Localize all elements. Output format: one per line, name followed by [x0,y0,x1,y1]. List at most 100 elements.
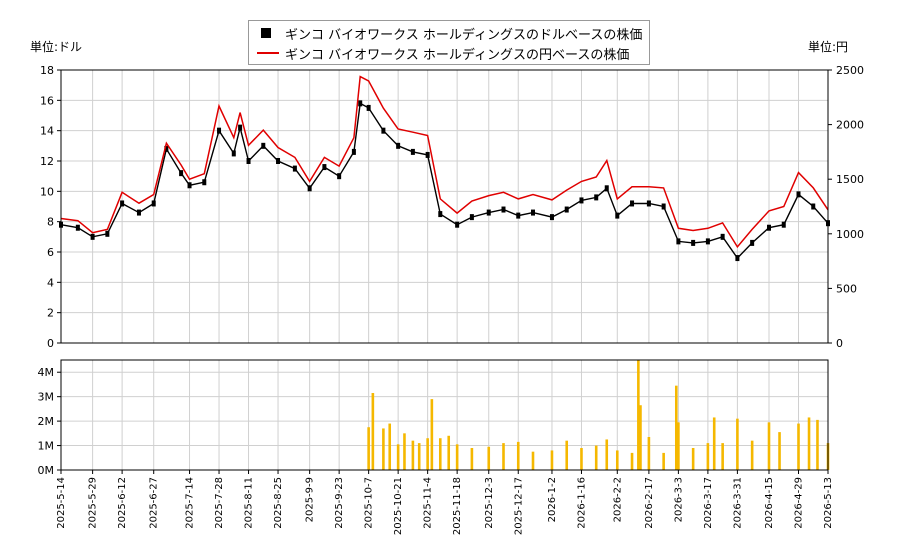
x-tick-label: 2025-5-29 [88,477,99,529]
volume-bar [677,422,680,470]
x-tick-label: 2025-11-18 [452,477,463,535]
x-tick-label: 2026-3-3 [673,477,684,522]
volume-bar [639,405,642,470]
usd-price-point [358,100,363,107]
usd-price-point [811,203,816,210]
usd-price-point [187,182,192,189]
x-tick-label: 2025-12-3 [484,477,495,529]
x-tick-label: 2025-11-4 [423,477,434,529]
usd-price-point [469,214,474,221]
usd-price-point [246,158,251,164]
x-tick-label: 2025-5-14 [56,477,67,529]
left-tick-label: 18 [40,64,54,77]
volume-bar [712,417,716,470]
volume-bar [630,452,634,470]
right-tick-label: 2500 [836,64,864,77]
volume-bar [778,432,781,470]
usd-price-point [438,211,443,218]
usd-price-point [410,148,415,155]
usd-price-point [381,127,386,134]
volume-bar [691,448,695,470]
volume-bar [637,360,640,470]
volume-tick-label: 4M [38,366,55,379]
usd-price-point [720,233,725,240]
usd-price-point [351,148,356,155]
usd-price-point [549,214,554,221]
usd-price-point [90,233,95,240]
usd-price-point [661,203,666,210]
x-tick-label: 2026-2-17 [644,477,655,529]
usd-price-point [179,170,184,177]
volume-tick-label: 0M [38,464,55,477]
volume-bar [403,433,406,470]
usd-price-point [501,206,506,213]
usd-price-point [767,224,771,231]
volume-bar [605,439,609,470]
usd-price-point [796,191,801,198]
volume-axis-ticks: 0M 1M 2M 3M 4M [38,366,61,477]
x-tick-label: 2026-5-13 [823,477,834,529]
usd-price-point [579,197,584,204]
volume-bar [647,437,651,470]
volume-bar [565,440,569,470]
volume-bar [674,385,678,470]
volume-bar [662,452,665,470]
usd-price-point [238,124,243,131]
usd-price-point [202,179,207,186]
legend-usd-label: ギンコ バイオワークス ホールディングスのドルベースの株価 [285,27,643,43]
volume-bar [438,438,442,470]
usd-price-point [735,255,740,262]
legend-entry-jpy: ギンコ バイオワークス ホールディングスの円ベースの株価 [257,43,629,63]
usd-price-point [646,200,651,207]
usd-price-point [615,212,620,219]
volume-bar [487,446,491,470]
right-unit-label: 単位:円 [808,40,849,54]
x-tick-label: 2026-4-15 [764,477,775,529]
volume-bar [736,418,739,470]
usd-price-line [60,102,829,260]
volume-bar [411,440,415,470]
usd-price-point [292,165,297,172]
left-tick-label: 8 [47,216,54,229]
volume-bar [388,423,392,470]
usd-price-point [516,212,521,219]
volume-bar [550,450,554,470]
volume-bar [455,444,459,470]
usd-price-point [105,230,110,237]
volume-bar [615,450,619,470]
right-tick-label: 1000 [836,228,864,241]
jpy-swatch [257,52,279,54]
usd-price-point [691,239,696,246]
volume-bar [797,423,800,470]
usd-swatch [261,28,271,38]
volume-bar [531,451,535,470]
volume-bars [367,360,830,470]
usd-price-point [276,158,281,164]
usd-price-point [676,238,681,245]
right-axis-ticks: 0 500 1000 1500 2000 2500 [828,64,864,350]
price-grid [60,69,829,344]
legend-jpy-label: ギンコ バイオワークス ホールディングスの円ベースの株価 [285,47,630,63]
volume-tick-label: 3M [38,391,55,404]
legend-entry-usd: ギンコ バイオワークス ホールディングスのドルベースの株価 [257,23,642,43]
left-tick-label: 0 [47,337,54,350]
left-tick-label: 4 [47,276,54,289]
usd-price-point [604,185,609,192]
volume-bar [516,441,520,470]
volume-bar [430,399,434,470]
x-tick-label: 2026-3-31 [732,477,743,529]
x-tick-label: 2026-3-17 [703,477,714,529]
volume-bar [502,443,505,470]
usd-price-point [151,200,156,207]
right-tick-label: 500 [836,282,857,295]
x-tick-label: 2026-4-29 [794,477,805,529]
volume-tick-label: 2M [38,415,55,428]
x-tick-label: 2025-8-25 [273,477,284,529]
volume-plot-frame [60,359,829,471]
x-axis-ticks: 2025-5-14 2025-5-29 2025-6-12 2025-6-27 2025… [56,470,834,535]
x-tick-label: 2026-1-16 [576,477,587,529]
volume-bar [371,393,375,470]
volume-bar [580,448,583,470]
volume-bar [706,443,710,470]
usd-price-point [750,239,755,246]
